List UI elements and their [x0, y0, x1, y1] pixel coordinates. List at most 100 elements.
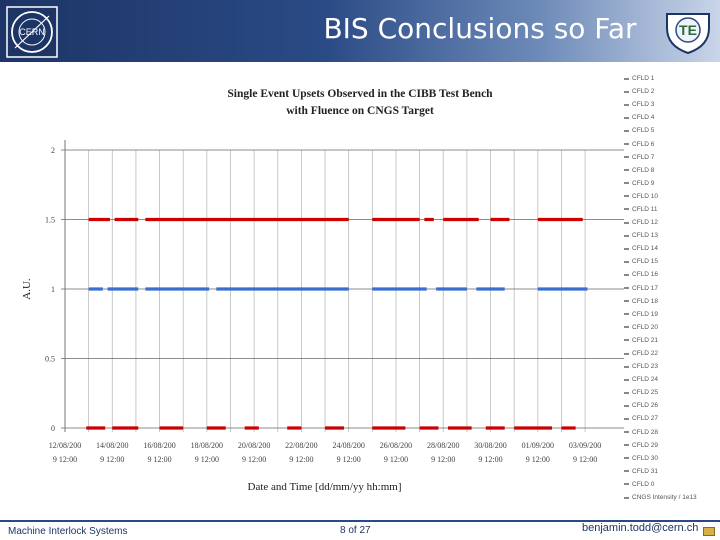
mail-icon[interactable]: [703, 527, 715, 536]
legend-swatch: [624, 391, 629, 394]
legend-swatch: [624, 496, 629, 499]
legend-label: CFLD 10: [632, 192, 659, 200]
legend-swatch: [624, 352, 629, 355]
legend-item: CFLD 2: [624, 85, 720, 98]
legend-label: CFLD 0: [632, 480, 655, 488]
legend-item: CFLD 20: [624, 321, 720, 334]
legend-swatch: [624, 483, 629, 486]
legend-item: CFLD 15: [624, 255, 720, 268]
legend-item: CFLD 25: [624, 386, 720, 399]
legend-item: CFLD 12: [624, 216, 720, 229]
legend-label: CFLD 17: [632, 284, 659, 292]
legend-swatch: [624, 457, 629, 460]
y-tick-label: 0.5: [45, 355, 55, 364]
x-tick-label: 24/08/200: [332, 441, 364, 450]
legend-item: CFLD 31: [624, 465, 720, 478]
x-tick-label-time: 9 12:00: [431, 455, 455, 464]
legend-label: CFLD 30: [632, 454, 659, 462]
legend-item: CFLD 29: [624, 439, 720, 452]
legend-item: CFLD 24: [624, 373, 720, 386]
x-tick-label-time: 9 12:00: [53, 455, 77, 464]
cern-logo: CERN: [6, 6, 58, 58]
legend-swatch: [624, 77, 629, 80]
legend-item: CFLD 28: [624, 426, 720, 439]
x-tick-label-time: 9 12:00: [526, 455, 550, 464]
legend-swatch: [624, 221, 629, 224]
legend-item: CFLD 21: [624, 334, 720, 347]
legend-item: CFLD 11: [624, 203, 720, 216]
legend-swatch: [624, 273, 629, 276]
legend-label: CNGS Intensity / 1e13: [632, 494, 697, 502]
te-logo: TE: [666, 13, 710, 55]
chart-subtitle: with Fluence on CNGS Target: [286, 105, 434, 117]
legend-swatch: [624, 470, 629, 473]
legend-swatch: [624, 378, 629, 381]
legend-item: CFLD 13: [624, 229, 720, 242]
legend-item: CFLD 7: [624, 151, 720, 164]
legend-swatch: [624, 182, 629, 185]
sev-chart: 0 0.5 1 1.5 2 12/08/200 9 12:00 14/08/200 9 12:0…: [21, 140, 624, 493]
legend-label: CFLD 6: [632, 140, 655, 148]
x-tick-label-time: 9 12:00: [289, 455, 313, 464]
y-axis-label: A.U.: [21, 278, 33, 300]
x-tick-label: 30/08/200: [474, 441, 506, 450]
legend-label: CFLD 31: [632, 467, 659, 475]
x-tick-label: 03/09/200: [569, 441, 601, 450]
x-tick-label: 12/08/200: [49, 441, 81, 450]
legend-swatch: [624, 404, 629, 407]
legend-item: CFLD 22: [624, 347, 720, 360]
legend-swatch: [624, 417, 629, 420]
x-tick-label-time: 9 12:00: [384, 455, 408, 464]
legend-swatch: [624, 169, 629, 172]
y-tick-label: 0: [51, 424, 55, 433]
legend-item: CFLD 6: [624, 137, 720, 150]
legend-label: CFLD 1: [632, 75, 655, 83]
legend-label: CFLD 3: [632, 101, 655, 109]
legend-item: CFLD 19: [624, 308, 720, 321]
legend-swatch: [624, 90, 629, 93]
footer-email-link[interactable]: benjamin.todd@cern.ch: [582, 522, 699, 534]
legend-item: CFLD 23: [624, 360, 720, 373]
y-tick-label: 1.5: [45, 216, 55, 225]
x-tick-label: 01/09/200: [522, 441, 554, 450]
x-tick-label-time: 9 12:00: [337, 455, 361, 464]
x-tick-label: 20/08/200: [238, 441, 270, 450]
legend-label: CFLD 29: [632, 441, 659, 449]
footer-organisation: Machine Interlock Systems: [8, 526, 128, 537]
legend-label: CFLD 19: [632, 310, 659, 318]
legend-label: CFLD 12: [632, 219, 659, 227]
legend-swatch: [624, 260, 629, 263]
legend-item: CFLD 3: [624, 98, 720, 111]
legend-label: CFLD 20: [632, 323, 659, 331]
legend-swatch: [624, 247, 629, 250]
header-bar: CERN BIS Conclusions so Far TE: [0, 0, 720, 62]
legend-label: CFLD 15: [632, 258, 659, 266]
legend-item: CFLD 26: [624, 399, 720, 412]
legend-item: CFLD 18: [624, 295, 720, 308]
legend-label: CFLD 7: [632, 153, 655, 161]
legend-swatch: [624, 431, 629, 434]
x-tick-label-time: 9 12:00: [195, 455, 219, 464]
x-axis-label: Date and Time [dd/mm/yy hh:mm]: [248, 481, 402, 493]
legend-label: CFLD 16: [632, 271, 659, 279]
legend-item: CFLD 8: [624, 164, 720, 177]
legend-swatch: [624, 339, 629, 342]
legend-swatch: [624, 195, 629, 198]
chart-title: Single Event Upsets Observed in the CIBB…: [227, 88, 493, 100]
legend-swatch: [624, 287, 629, 290]
chart-title-block: Single Event Upsets Observed in the CIBB…: [200, 86, 520, 120]
legend-item: CFLD 14: [624, 242, 720, 255]
footer-divider: [0, 520, 720, 522]
legend-label: CFLD 28: [632, 428, 659, 436]
legend-label: CFLD 8: [632, 166, 655, 174]
x-tick-label-time: 9 12:00: [147, 455, 171, 464]
x-tick-label: 16/08/200: [143, 441, 175, 450]
legend-label: CFLD 18: [632, 297, 659, 305]
legend-label: CFLD 5: [632, 127, 655, 135]
legend-swatch: [624, 129, 629, 132]
x-tick-label: 14/08/200: [96, 441, 128, 450]
legend-label: CFLD 21: [632, 336, 659, 344]
x-tick-label: 28/08/200: [427, 441, 459, 450]
legend-item: CFLD 9: [624, 177, 720, 190]
legend-label: CFLD 27: [632, 415, 659, 423]
